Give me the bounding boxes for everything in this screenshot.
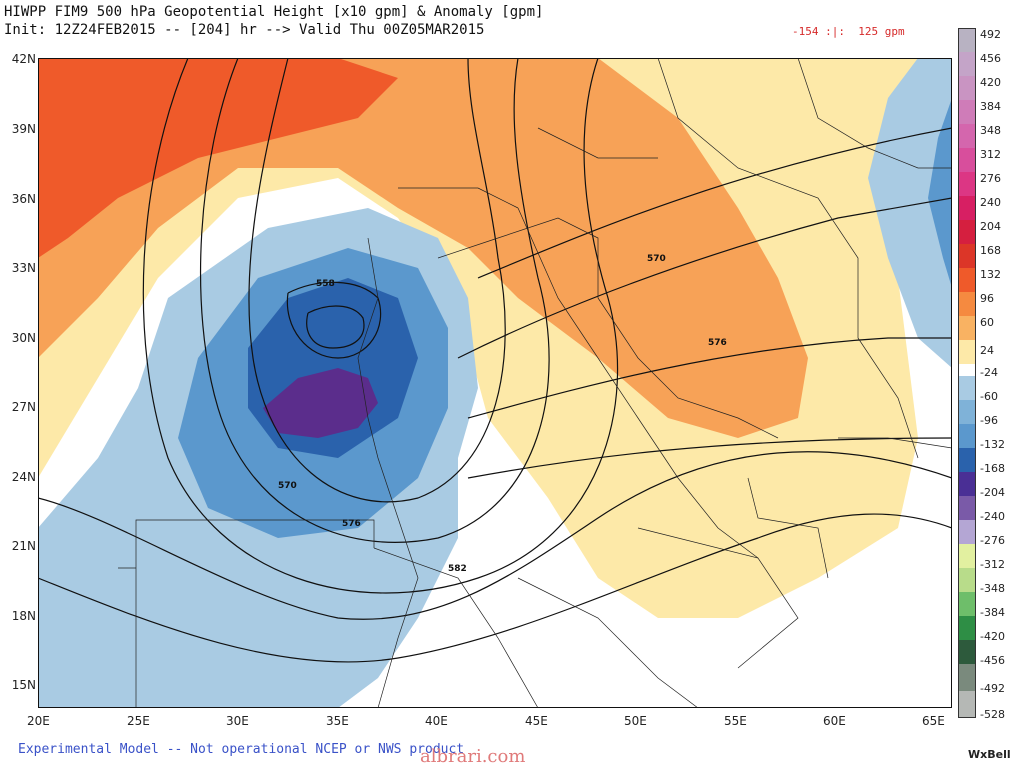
colorbar-label: -240 <box>980 510 1005 523</box>
colorbar-label: 132 <box>980 268 1001 281</box>
colorbar-label: 456 <box>980 52 1001 65</box>
colorbar-label: 492 <box>980 28 1001 41</box>
colorbar-label: -168 <box>980 462 1005 475</box>
contour-label: 576 <box>342 519 361 529</box>
colorbar-label: -312 <box>980 558 1005 571</box>
colorbar-label: -60 <box>980 390 998 403</box>
lon-label: 35E <box>326 714 349 728</box>
height-contours <box>38 58 952 663</box>
lat-label: 33N <box>11 261 36 275</box>
lon-label: 30E <box>226 714 249 728</box>
colorbar <box>958 28 976 718</box>
watermark: albrari.com <box>420 746 526 767</box>
neg-anomaly-extreme <box>263 368 378 438</box>
colorbar-label: 168 <box>980 244 1001 257</box>
colorbar-label: 96 <box>980 292 994 305</box>
colorbar-label: -384 <box>980 606 1005 619</box>
contour-label: 570 <box>647 254 666 264</box>
lon-label: 65E <box>922 714 945 728</box>
neg-anomaly-mid-east <box>928 98 952 288</box>
colorbar-label: -348 <box>980 582 1005 595</box>
colorbar-label: 60 <box>980 316 994 329</box>
map-frame <box>38 58 952 708</box>
political-boundaries <box>118 58 952 708</box>
init-valid-line: Init: 12Z24FEB2015 -- [204] hr --> Valid… <box>4 22 485 38</box>
colorbar-label: -492 <box>980 682 1005 695</box>
colorbar-label: -96 <box>980 414 998 427</box>
lon-label: 25E <box>127 714 150 728</box>
neg-anomaly-weak-east <box>868 58 952 368</box>
colorbar-label: 276 <box>980 172 1001 185</box>
lon-label: 60E <box>823 714 846 728</box>
lat-label: 24N <box>11 470 36 484</box>
colorbar-label: -132 <box>980 438 1005 451</box>
colorbar-label: 420 <box>980 76 1001 89</box>
colorbar-label: 384 <box>980 100 1001 113</box>
colorbar-label: -204 <box>980 486 1005 499</box>
colorbar-label: -276 <box>980 534 1005 547</box>
contour-label: 570 <box>278 481 297 491</box>
colorbar-label: 24 <box>980 344 994 357</box>
colorbar-label: -528 <box>980 708 1005 721</box>
brand-logo: WxBell <box>968 748 1011 761</box>
lat-label: 36N <box>11 192 36 206</box>
colorbar-label: -420 <box>980 630 1005 643</box>
contour-label: 582 <box>448 564 467 574</box>
lat-label: 21N <box>11 539 36 553</box>
lat-label: 27N <box>11 400 36 414</box>
lat-label: 39N <box>11 122 36 136</box>
contour-label: 576 <box>708 338 727 348</box>
lon-label: 40E <box>425 714 448 728</box>
colorbar-label: -24 <box>980 366 998 379</box>
lon-label: 20E <box>27 714 50 728</box>
lon-label: 45E <box>525 714 548 728</box>
lat-label: 30N <box>11 331 36 345</box>
colorbar-label: 204 <box>980 220 1001 233</box>
lon-label: 55E <box>724 714 747 728</box>
lat-label: 15N <box>11 678 36 692</box>
colorbar-label: 348 <box>980 124 1001 137</box>
map-title: HIWPP FIM9 500 hPa Geopotential Height [… <box>4 4 544 20</box>
colorbar-label: -456 <box>980 654 1005 667</box>
anomaly-range: -154 :|: 125 gpm <box>792 25 905 38</box>
contour-label: 558 <box>316 279 335 289</box>
lat-label: 42N <box>11 52 36 66</box>
lat-label: 18N <box>11 609 36 623</box>
lon-label: 50E <box>624 714 647 728</box>
colorbar-label: 240 <box>980 196 1001 209</box>
disclaimer-note: Experimental Model -- Not operational NC… <box>18 742 465 757</box>
anomaly-map: 558 570 576 570 576 582 <box>38 58 952 708</box>
pos-anomaly-mid <box>38 58 808 438</box>
pos-anomaly-strong <box>38 58 398 258</box>
colorbar-label: 312 <box>980 148 1001 161</box>
